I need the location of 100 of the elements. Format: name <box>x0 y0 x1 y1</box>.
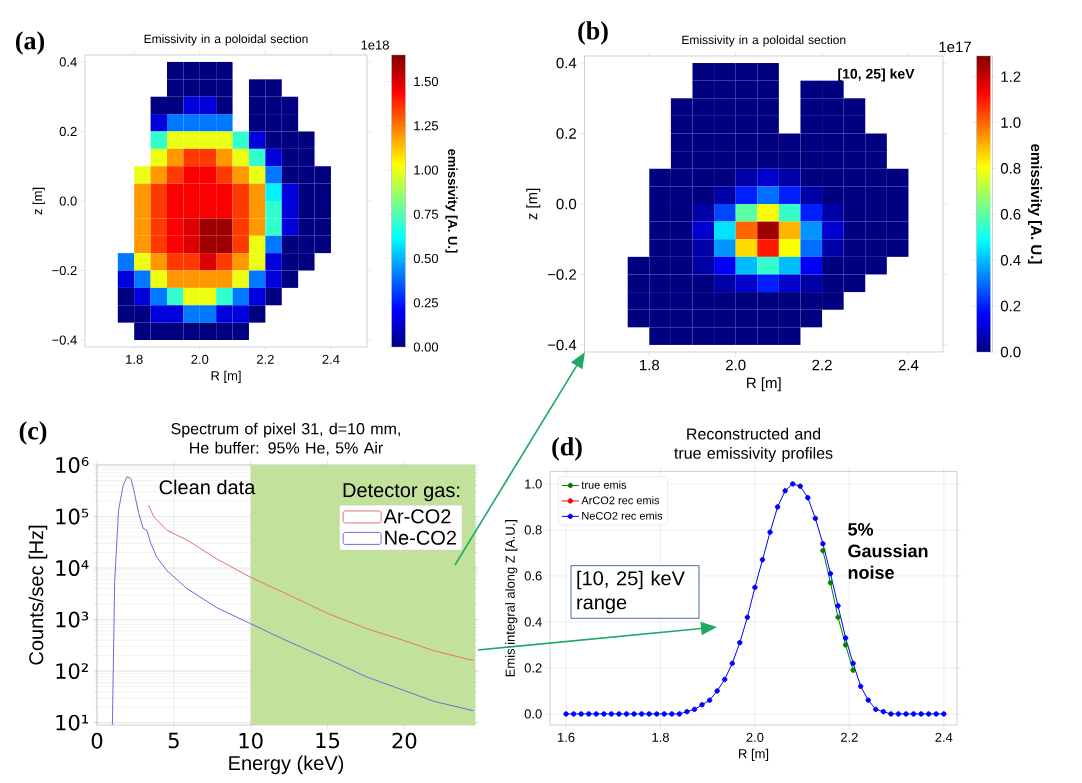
y-tick-label: 0.2 <box>556 128 576 139</box>
point <box>676 711 683 717</box>
point <box>684 708 690 715</box>
x-tick-label: 1.8 <box>640 359 660 371</box>
color-bar-label: 0.8 <box>1000 163 1021 174</box>
legend-label: Ne-CO2 <box>385 530 456 545</box>
y-axis-title: z [m] <box>32 187 45 215</box>
color-bar-label: 1.2 <box>1001 71 1021 82</box>
text: (a) <box>15 31 45 55</box>
point <box>933 711 939 717</box>
point <box>631 711 637 717</box>
legend-title: Detector gas: <box>343 483 460 502</box>
legend-label: true emis <box>581 480 627 489</box>
point <box>820 541 826 547</box>
y-axis-title: Emis integral along Z [A.U.] <box>505 520 518 677</box>
color-bar-title: emissivity [A. U.] <box>445 149 458 253</box>
x-axis-title: R [m] <box>739 748 769 761</box>
x-tick-label: 2.4 <box>935 732 953 742</box>
text: (d) <box>552 437 582 461</box>
point <box>782 488 788 494</box>
point <box>925 711 932 717</box>
y-tick-label: 10⁶ <box>56 457 89 473</box>
y-tick-label: 0.4 <box>556 57 577 69</box>
annotation: Clean data <box>159 479 256 495</box>
x-tick-label: 2.0 <box>726 359 746 371</box>
x-axis-title: Energy (keV) <box>229 755 344 775</box>
point <box>669 711 675 717</box>
point <box>850 667 856 673</box>
point <box>586 711 592 717</box>
text: 1e17 <box>939 41 971 53</box>
annotation: [10, 25] keV <box>838 68 915 82</box>
y-tick-label: 0.0 <box>524 709 542 719</box>
point <box>563 711 569 717</box>
x-tick-label: 2.2 <box>812 359 832 371</box>
point <box>646 711 652 717</box>
point <box>638 711 645 717</box>
point <box>752 584 758 591</box>
color-bar-label: 0.6 <box>1000 209 1021 220</box>
color-bar-label: 0.00 <box>413 342 439 352</box>
point <box>835 603 841 609</box>
point <box>857 683 864 690</box>
x-tick-label: 1.8 <box>126 354 143 364</box>
color-bar-label: 0.4 <box>1000 254 1021 266</box>
point <box>941 711 947 717</box>
line-series <box>147 504 474 662</box>
point <box>918 711 924 717</box>
line-series <box>111 476 474 725</box>
color-bar-label: 1.0 <box>1001 117 1021 128</box>
x-tick-label: 10 <box>239 732 263 749</box>
y-tick-label: −0.4 <box>547 339 577 351</box>
chart-title: Spectrum of pixel 31, d=10 mm, He buffer: 95% He, 5% Air <box>171 422 400 456</box>
y-tick-label: 0.0 <box>59 196 77 206</box>
x-tick-label: 2.0 <box>746 732 764 742</box>
point <box>759 557 766 563</box>
point <box>850 660 856 667</box>
point <box>593 711 599 717</box>
y-tick-label: −0.2 <box>547 269 576 280</box>
legend-label: Ar-CO2 <box>383 509 451 524</box>
x-tick-label: 2.2 <box>840 732 858 742</box>
x-axis-title: R [m] <box>211 370 241 383</box>
x-tick-label: 0 <box>91 732 103 749</box>
point <box>774 504 781 510</box>
point <box>790 481 796 487</box>
color-bar-label: 0.25 <box>413 298 439 308</box>
point <box>820 547 826 554</box>
text: (b) <box>578 21 608 45</box>
point <box>691 706 698 713</box>
y-tick-label: −0.2 <box>52 265 77 276</box>
point <box>601 711 607 717</box>
legend-label: ArCO2 rec emis <box>581 496 660 505</box>
point <box>873 706 879 713</box>
point <box>888 711 894 717</box>
x-tick-label: 5 <box>168 732 179 749</box>
point <box>903 711 909 717</box>
x-tick-label: 2.2 <box>256 354 274 364</box>
point <box>623 711 630 717</box>
point <box>865 697 871 703</box>
color-bar-label: 0.50 <box>413 253 439 264</box>
y-tick-label: 10⁵ <box>56 508 89 525</box>
point <box>737 639 743 646</box>
chart-title: Emissivity in a poloidal section <box>682 35 846 47</box>
x-tick-label: 1.6 <box>558 732 575 742</box>
y-tick-label: 10⁴ <box>56 560 89 576</box>
legend-label: NeCO2 rec emis <box>582 511 663 520</box>
y-tick-label: 0.4 <box>59 57 77 67</box>
x-tick-label: 2.4 <box>898 359 919 371</box>
chart-title: Emissivity in a poloidal section <box>144 34 308 46</box>
chart-title: Reconstructed and true emissivity profiles <box>674 427 833 462</box>
y-axis-title: Counts/sec [Hz] <box>28 525 48 665</box>
point <box>805 495 811 501</box>
point <box>661 711 667 717</box>
point <box>895 711 902 717</box>
point <box>608 711 615 717</box>
point <box>910 711 917 717</box>
x-tick-label: 1.8 <box>652 732 669 742</box>
point <box>616 711 622 717</box>
point <box>827 570 834 577</box>
y-tick-label: 0.6 <box>524 571 542 581</box>
color-bar-label: 0.2 <box>1000 300 1021 312</box>
color-bar-label: 1.50 <box>414 76 439 87</box>
